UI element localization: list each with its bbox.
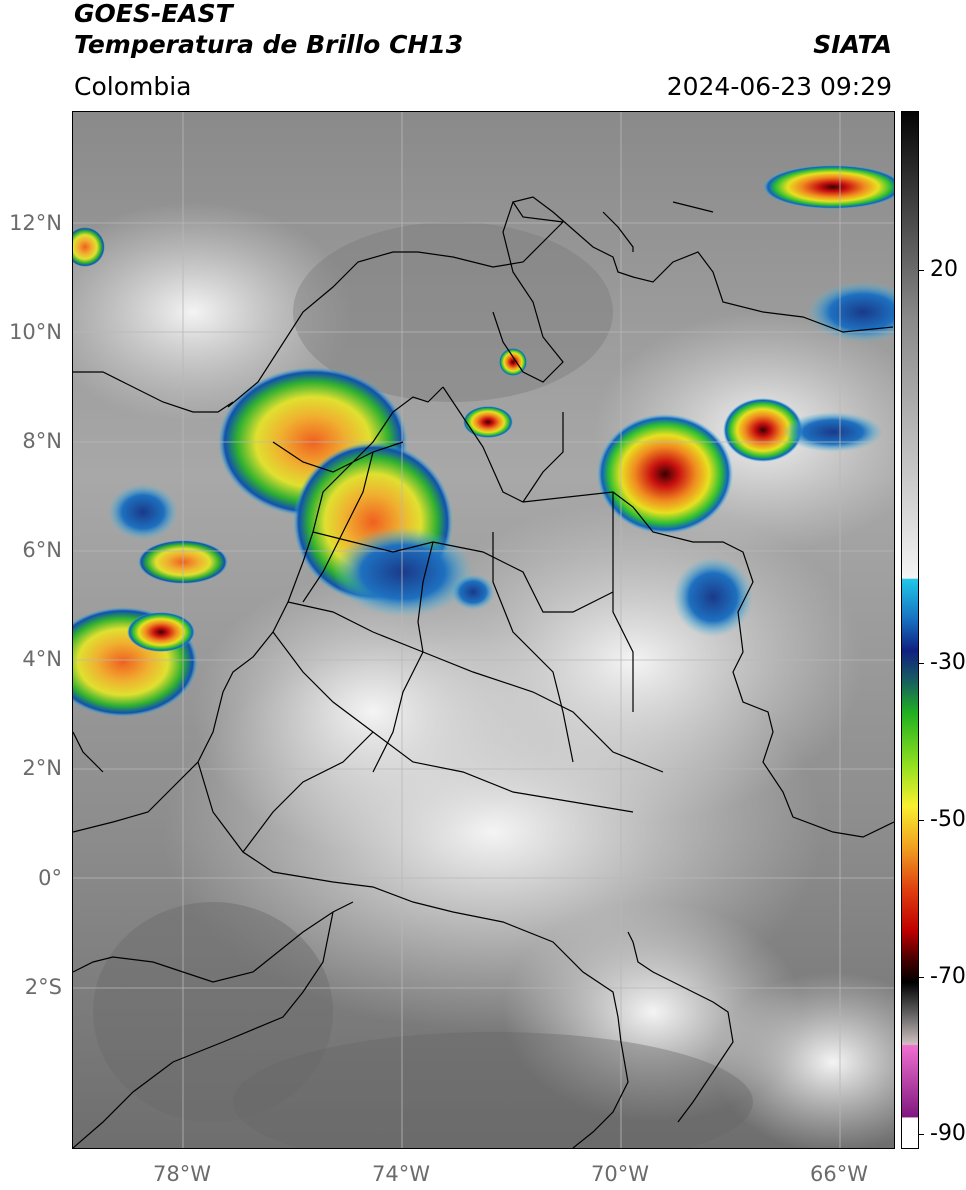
agency-label: SIATA: [813, 30, 892, 59]
colorbar-label-20: 20: [930, 257, 958, 282]
lat-label-2n: 2°N: [22, 756, 62, 780]
lat-label-2s: 2°S: [24, 975, 62, 999]
lat-label-8n: 8°N: [22, 429, 62, 453]
colorbar-tick: [918, 1134, 924, 1135]
lon-label-74w: 74°W: [372, 1162, 430, 1186]
colorbar-label-minus90: -90: [930, 1121, 966, 1146]
datetime-label: 2024-06-23 09:29: [666, 72, 892, 101]
header: GOES-EAST Temperatura de Brillo CH13 Col…: [74, 0, 892, 110]
lat-label-12n: 12°N: [9, 211, 62, 235]
graticule: [73, 112, 894, 1148]
lon-label-70w: 70°W: [591, 1162, 649, 1186]
lon-label-66w: 66°W: [810, 1162, 868, 1186]
borders: [73, 196, 894, 1148]
colorbar-tick: [918, 270, 924, 271]
lon-label-78w: 78°W: [153, 1162, 211, 1186]
colorbar-label-minus70: -70: [930, 964, 966, 989]
colorbar-gradient: [902, 112, 918, 1148]
lat-label-10n: 10°N: [9, 320, 62, 344]
colorbar: [901, 111, 919, 1149]
lat-label-0: 0°: [38, 866, 62, 890]
colorbar-tick: [918, 977, 924, 978]
satellite-title: GOES-EAST: [74, 0, 233, 28]
colorbar-tick: [918, 820, 924, 821]
lat-label-6n: 6°N: [22, 538, 62, 562]
region-label: Colombia: [74, 72, 192, 101]
colorbar-label-minus50: -50: [930, 807, 966, 832]
satellite-map: [72, 111, 895, 1149]
lat-label-4n: 4°N: [22, 647, 62, 671]
colorbar-label-minus30: -30: [930, 650, 966, 675]
colorbar-tick: [918, 663, 924, 664]
product-title: Temperatura de Brillo CH13: [74, 30, 464, 59]
map-canvas: [73, 112, 894, 1148]
